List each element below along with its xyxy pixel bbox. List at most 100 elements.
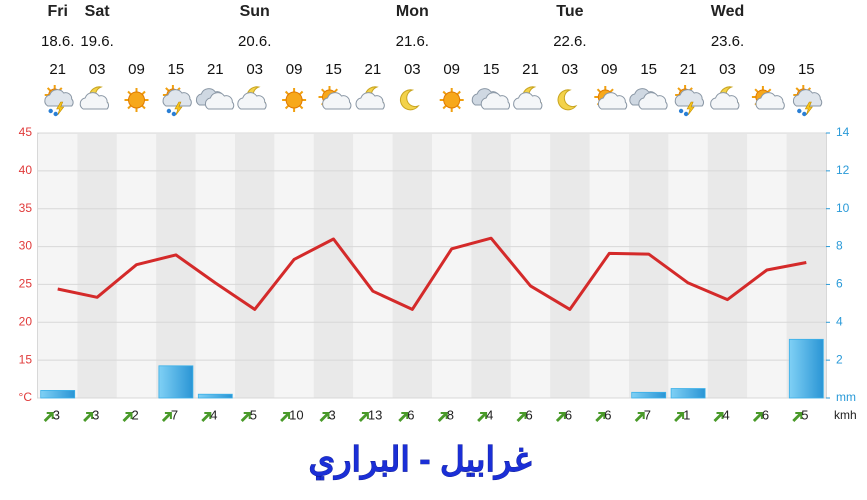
x-tick-label: 03	[719, 61, 736, 78]
day-label: Fri	[47, 3, 67, 20]
weather-icon	[44, 85, 74, 117]
wind-speed: 6	[407, 407, 414, 422]
sun-ray	[321, 88, 326, 93]
wind-arrow	[240, 412, 251, 422]
bolt	[804, 101, 813, 116]
wind-arrow	[792, 412, 803, 422]
wind-speed: 2	[132, 407, 139, 422]
sun-ray	[333, 88, 338, 93]
sun	[128, 91, 145, 109]
cloud	[597, 92, 628, 110]
bolt	[56, 101, 65, 116]
weather-icon	[318, 86, 352, 110]
cloud	[674, 89, 704, 107]
y2-tick-label: 2	[836, 352, 843, 366]
cloud	[513, 92, 543, 110]
wind-arrow	[752, 412, 763, 422]
weather-icon	[751, 86, 785, 110]
temperature-line	[57, 236, 807, 311]
y-tick-label: 15	[19, 352, 33, 366]
x-tick-label: 21	[207, 61, 224, 78]
cloud	[204, 92, 235, 110]
y-tick-label: 30	[19, 239, 33, 253]
wind-arrow	[477, 412, 488, 422]
sun	[443, 91, 461, 109]
weather-icon	[162, 85, 192, 117]
moon	[399, 89, 420, 111]
column-band	[392, 134, 432, 398]
x-tick-label: 09	[128, 61, 145, 78]
wind-speed: 6	[526, 407, 533, 422]
column-band	[235, 134, 275, 398]
weather-icon	[282, 88, 307, 112]
date-label: 22.6.	[553, 33, 586, 50]
y-tick-label: 25	[19, 277, 33, 291]
day-label: Mon	[396, 3, 429, 20]
wind-speed: 3	[53, 407, 60, 422]
date-label: 19.6.	[80, 33, 113, 50]
x-tick-label: 21	[49, 61, 66, 78]
weather-icon	[674, 85, 704, 117]
weather-icon	[399, 89, 420, 111]
wind-arrow	[398, 412, 409, 422]
wind-speed: 5	[801, 407, 808, 422]
precip-bar	[158, 365, 194, 399]
cloud	[792, 89, 823, 107]
wind-arrow	[713, 412, 724, 422]
y2-tick-label: 12	[836, 163, 850, 177]
sun-ray	[677, 87, 682, 92]
y2-tick-label: 4	[836, 314, 843, 328]
wind-arrow	[122, 412, 133, 422]
precip-bar	[631, 391, 667, 399]
x-tick-label: 09	[286, 61, 303, 78]
weather-icon	[439, 88, 464, 112]
sun-ray	[795, 87, 800, 92]
weather-icon	[557, 89, 578, 111]
day-label: Wed	[711, 3, 744, 20]
x-tick-label: 03	[246, 61, 263, 78]
location-title: غرابيل - البراري	[309, 441, 532, 480]
weather-icon	[629, 88, 668, 110]
cloud	[44, 89, 74, 107]
cloud	[480, 92, 510, 110]
wind-arrow	[595, 412, 606, 422]
y2-tick-label: 6	[836, 277, 843, 291]
drop	[171, 111, 177, 117]
wind-arrow	[43, 412, 54, 422]
x-tick-label: 03	[562, 61, 579, 78]
column-band	[77, 134, 117, 398]
sun-ray	[609, 88, 614, 93]
x-tick-label: 15	[640, 61, 657, 78]
cloud	[237, 92, 267, 110]
wind-speed: 7	[644, 407, 651, 422]
x-tick-label: 03	[404, 61, 421, 78]
wind-speed: 3	[329, 407, 336, 422]
sun-ray	[127, 104, 132, 110]
sun-ray	[46, 87, 52, 92]
wind-unit: kmh	[834, 408, 857, 422]
cloud	[322, 92, 352, 110]
weather-icon	[513, 86, 543, 110]
y-tick-label: °C	[19, 390, 33, 404]
wind-speed: 8	[447, 407, 454, 422]
day-label: Tue	[556, 3, 583, 20]
sun-ray	[141, 90, 146, 96]
wind-speed: 4	[210, 407, 217, 422]
bolt	[174, 101, 183, 116]
sun-ray	[442, 90, 447, 96]
wind-arrow	[161, 412, 172, 422]
sun-ray	[284, 104, 290, 110]
date-label: 20.6.	[238, 33, 271, 50]
y2-tick-label: 10	[836, 201, 850, 215]
column-band	[629, 134, 669, 398]
y-tick-label: 45	[19, 125, 33, 139]
wind-speed: 6	[604, 407, 611, 422]
column-band	[550, 134, 590, 398]
wind-arrow	[83, 412, 94, 422]
y-tick-label: 35	[19, 201, 33, 215]
y2-tick-label: 8	[836, 239, 843, 253]
wind-speed: 4	[723, 407, 730, 422]
sun-ray	[754, 88, 759, 93]
weather-icon	[792, 85, 823, 117]
